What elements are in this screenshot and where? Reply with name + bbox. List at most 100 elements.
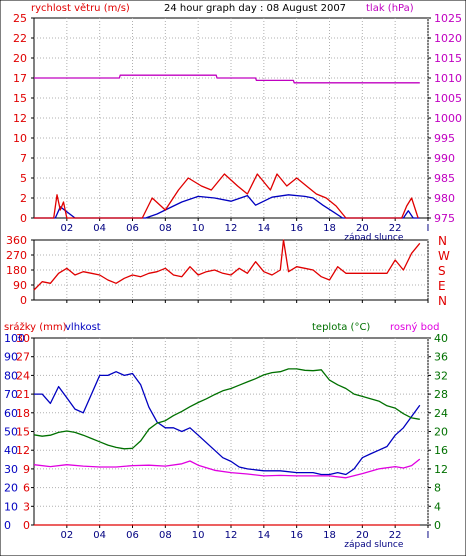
humidity-temperature-x-tick-label: 12 xyxy=(225,530,238,541)
humidity-temperature-x-tick-label: 16 xyxy=(290,530,303,541)
wind-pressure-left-tick-label: 17 xyxy=(13,72,27,85)
pressure-axis-title: tlak (hPa) xyxy=(366,3,414,14)
humidity-temperature-right-tick-label: 20 xyxy=(434,426,448,439)
wind-pressure-x-tick-label: 02 xyxy=(60,223,73,234)
humidity-temperature-right-tick-label: 32 xyxy=(434,369,448,382)
wind-pressure-left-tick-label: 12 xyxy=(13,112,27,125)
wind-pressure-right-tick-label: 1010 xyxy=(434,72,462,85)
wind-pressure-right-tick-label: 1015 xyxy=(434,52,462,65)
wind-pressure-right-tick-label: 995 xyxy=(434,132,455,145)
humidity-temperature-left-tick-label: 30 xyxy=(16,332,30,345)
wind-speed-axis-title: rychlost větru (m/s) xyxy=(31,2,130,14)
humidity-temperature-right-tick-label: 28 xyxy=(434,388,448,401)
humidity-temperature-left-tick-label: 27 xyxy=(16,351,30,364)
wind-pressure-series-tlak-hpa xyxy=(34,74,420,84)
humidity-temperature-humidity-tick-label: 100 xyxy=(4,332,25,345)
wind-direction-left-tick-label: 270 xyxy=(6,249,27,262)
wind-direction-left-tick-label: 90 xyxy=(13,279,27,292)
humidity-temperature-x-tick-label: 10 xyxy=(192,530,205,541)
wind-pressure-right-tick-label: 1000 xyxy=(434,112,462,125)
wind-pressure-left-tick-label: 2 xyxy=(20,192,27,205)
wind-pressure-left-tick-label: 25 xyxy=(13,12,27,25)
humidity-temperature-humidity-tick-label: 10 xyxy=(4,500,18,513)
wind-direction-left-tick-label: 360 xyxy=(6,234,27,247)
humidity-temperature-series-vlhkost xyxy=(34,371,421,476)
wind-pressure-right-tick-label: 1020 xyxy=(434,32,462,45)
humidity-temperature-humidity-tick-label: 70 xyxy=(4,388,18,401)
humidity-temperature-left-tick-label: 15 xyxy=(16,426,30,439)
wind-pressure-x-tick-label: 08 xyxy=(159,223,172,234)
temperature-axis-title: teplota (°C) xyxy=(312,322,370,333)
humidity-axis-title: vlhkost xyxy=(65,322,101,333)
humidity-temperature-right-tick-label: 24 xyxy=(434,407,448,420)
humidity-temperature-left-tick-label: 0 xyxy=(23,519,30,532)
humidity-temperature-left-tick-label: 3 xyxy=(23,500,30,513)
humidity-temperature-humidity-tick-label: 50 xyxy=(4,426,18,439)
wind-direction-direction-label: E xyxy=(438,279,446,293)
dewpoint-axis-title: rosný bod xyxy=(390,321,439,333)
wind-pressure-x-tick-label: 16 xyxy=(290,223,303,234)
wind-pressure-right-tick-label: 1025 xyxy=(434,12,462,25)
humidity-temperature-x-tick-label: I xyxy=(427,530,430,541)
humidity-temperature-x-tick-label: 18 xyxy=(323,530,336,541)
wind-pressure-left-tick-label: 22 xyxy=(13,32,27,45)
humidity-temperature-left-tick-label: 18 xyxy=(16,407,30,420)
humidity-temperature-humidity-tick-label: 60 xyxy=(4,407,18,420)
wind-direction-direction-label: N xyxy=(438,294,447,308)
wind-direction-direction-label: N xyxy=(438,234,447,248)
precip-axis-title: srážky (mm) xyxy=(4,321,67,333)
humidity-temperature-x-tick-label: 06 xyxy=(126,530,139,541)
humidity-temperature-x-tick-label: 14 xyxy=(257,530,270,541)
humidity-temperature-humidity-tick-label: 90 xyxy=(4,351,18,364)
wind-pressure-x-tick-label: 12 xyxy=(225,223,238,234)
wind-pressure-left-tick-label: 7 xyxy=(20,152,27,165)
humidity-temperature-left-tick-label: 6 xyxy=(23,482,30,495)
wind-pressure-left-tick-label: 5 xyxy=(20,172,27,185)
humidity-temperature-series-rosny-bod xyxy=(33,458,421,479)
wind-pressure-x-tick-label: 10 xyxy=(192,223,205,234)
humidity-temperature-humidity-tick-label: 20 xyxy=(4,482,18,495)
humidity-temperature-series-teplota-c xyxy=(33,368,420,450)
humidity-temperature-right-tick-label: 4 xyxy=(434,500,441,513)
wind-pressure-right-tick-label: 985 xyxy=(434,172,455,185)
humidity-temperature-humidity-tick-label: 40 xyxy=(4,444,18,457)
wind-pressure-x-tick-label: 14 xyxy=(257,223,270,234)
wind-pressure-x-tick-label: 20 xyxy=(356,223,369,234)
wind-direction-direction-label: S xyxy=(438,264,446,278)
wind-pressure-left-tick-label: 10 xyxy=(13,132,27,145)
wind-direction-direction-label: W xyxy=(438,249,450,263)
humidity-temperature-left-tick-label: 21 xyxy=(16,388,30,401)
wind-pressure-left-tick-label: 15 xyxy=(13,92,27,105)
humidity-temperature-panel: 0369121518212427300102030405060708090100… xyxy=(4,332,448,550)
wind-pressure-right-tick-label: 980 xyxy=(434,192,455,205)
wind-pressure-x-tick-label: 22 xyxy=(389,223,402,234)
humidity-temperature-humidity-tick-label: 30 xyxy=(4,463,18,476)
wind-pressure-x-tick-label: I xyxy=(427,223,430,234)
wind-direction-left-tick-label: 0 xyxy=(20,294,27,307)
wind-pressure-panel: 0257101215172022259759809859909951000100… xyxy=(13,12,462,243)
humidity-temperature-sunset-label: západ slunce xyxy=(344,540,404,550)
wind-pressure-left-tick-label: 0 xyxy=(20,212,27,225)
humidity-temperature-x-tick-label: 20 xyxy=(356,530,369,541)
humidity-temperature-x-tick-label: 02 xyxy=(60,530,73,541)
humidity-temperature-right-tick-label: 12 xyxy=(434,463,448,476)
humidity-temperature-x-tick-label: 08 xyxy=(159,530,172,541)
humidity-temperature-right-tick-label: 0 xyxy=(434,519,441,532)
humidity-temperature-x-tick-label: 04 xyxy=(93,530,106,541)
chart-title: 24 hour graph day : 08 August 2007 xyxy=(164,3,346,14)
wind-pressure-right-tick-label: 975 xyxy=(434,212,455,225)
wind-pressure-series-narazy-vetru xyxy=(34,173,419,219)
wind-direction-series-smer-vetru xyxy=(33,239,421,291)
humidity-temperature-right-tick-label: 36 xyxy=(434,351,448,364)
humidity-temperature-x-tick-label: 22 xyxy=(389,530,402,541)
wind-pressure-x-tick-label: 18 xyxy=(323,223,336,234)
humidity-temperature-left-tick-label: 9 xyxy=(23,463,30,476)
humidity-temperature-right-tick-label: 40 xyxy=(434,332,448,345)
wind-pressure-sunset-label: západ slunce xyxy=(344,233,404,243)
humidity-temperature-humidity-tick-label: 80 xyxy=(4,369,18,382)
wind-pressure-right-tick-label: 990 xyxy=(434,152,455,165)
humidity-temperature-left-tick-label: 24 xyxy=(16,369,30,382)
wind-pressure-left-tick-label: 20 xyxy=(13,52,27,65)
